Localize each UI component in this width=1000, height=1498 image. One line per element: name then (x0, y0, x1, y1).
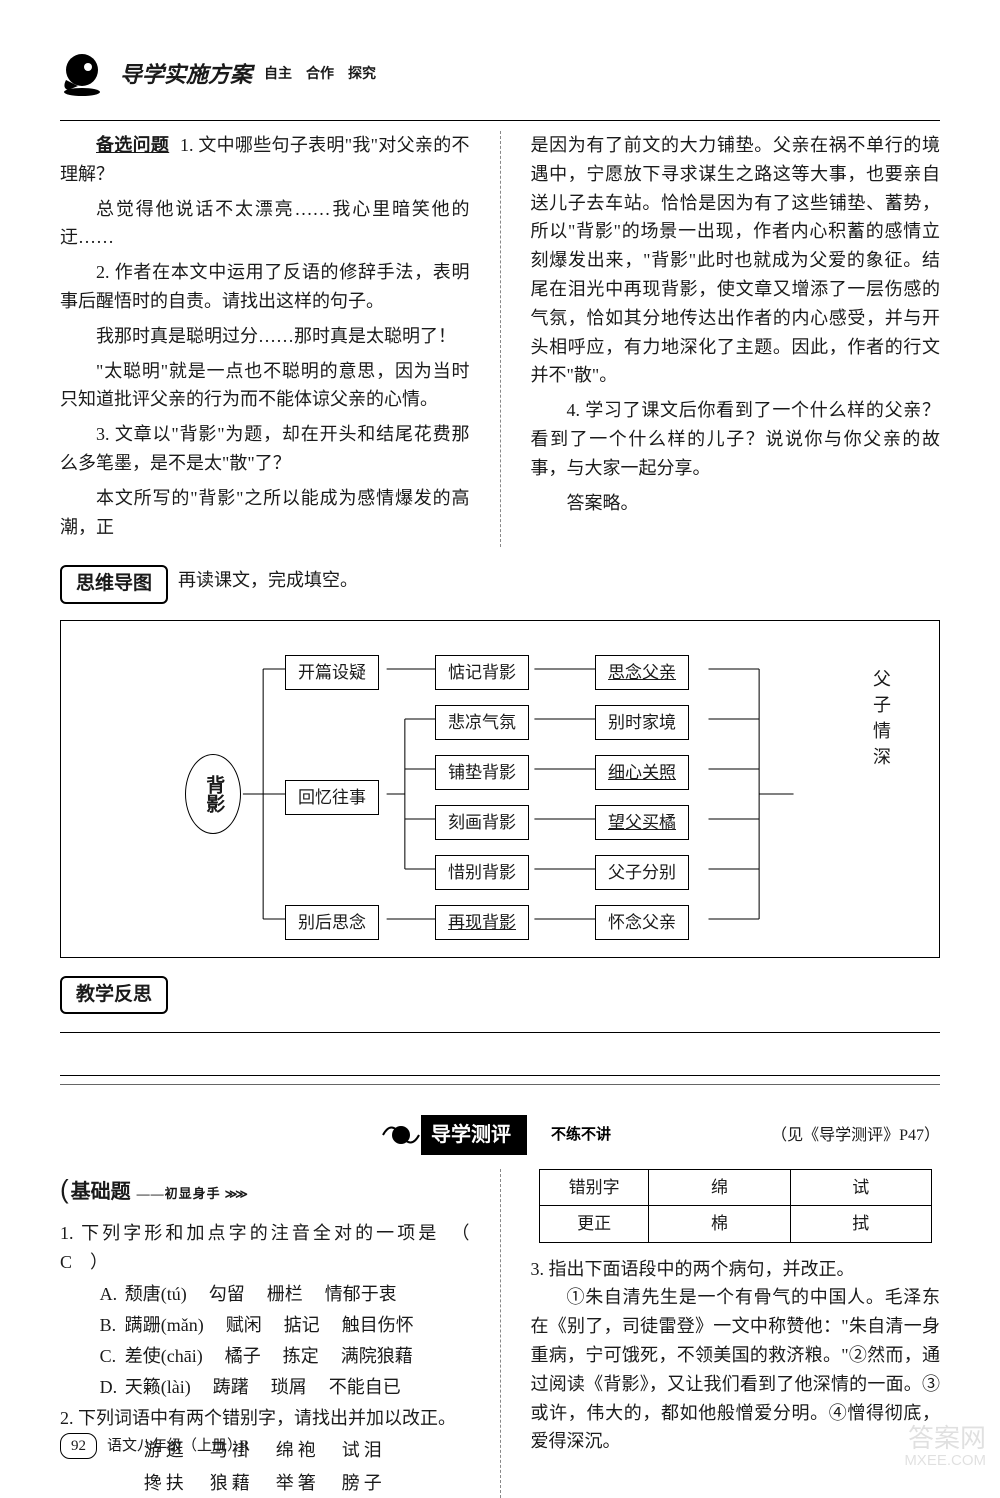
reflect-line-2 (60, 1075, 940, 1076)
mm-b1-m: 惦记背影 (435, 655, 529, 690)
mm-b3-l: 别后思念 (285, 905, 379, 940)
reflect-tag: 教学反思 (60, 976, 168, 1014)
mm-b2-r1-m: 铺垫背影 (435, 755, 529, 790)
page-footer: 92 语文八年级（上册）·R (60, 1433, 250, 1459)
mindmap-tag: 思维导图 (60, 565, 168, 603)
table-row: 更正棉拭 (539, 1206, 931, 1242)
mm-root: 背影 (185, 754, 241, 834)
mm-b2-r2-m: 刻画背影 (435, 805, 529, 840)
page-number: 92 (60, 1433, 97, 1459)
a3-cont: 是因为有了前文的大力铺垫。父亲在祸不单行的境遇中，宁愿放下寻求谋生之路这等大事，… (531, 131, 941, 390)
q2-stem: 2. 下列词语中有两个错别字，请找出并加以改正。 (60, 1404, 470, 1433)
banner-title: 导学测评 (421, 1115, 527, 1155)
q1-opt-d: D.天籁(lài)踌躇琐屑不能自已 (100, 1373, 470, 1402)
a2a: 我那时真是聪明过分……那时真是太聪明了！ (60, 322, 470, 351)
mm-b1-l: 开篇设疑 (285, 655, 379, 690)
footer-text: 语文八年级（上册）·R (107, 1434, 250, 1458)
a2b: "太聪明"就是一点也不聪明的意思，因为当时只知道批评父亲的行为而不能体谅父亲的心… (60, 357, 470, 415)
q1: 备选问题 1. 文中哪些句子表明"我"对父亲的不理解？ (60, 131, 470, 189)
a4: 答案略。 (531, 489, 941, 518)
column-divider (500, 131, 501, 547)
a1: 总觉得他说话不太漂亮……我心里暗笑他的迂…… (60, 195, 470, 253)
page-header: 导学实施方案 自主 合作 探究 (60, 50, 940, 100)
banner-deco-icon (381, 1118, 421, 1152)
lower-right: 错别字绵试 更正棉拭 3. 指出下面语段中的两个病句，并改正。 ①朱自清先生是一… (531, 1169, 941, 1498)
left-column: 备选问题 1. 文中哪些句子表明"我"对父亲的不理解？ 总觉得他说话不太漂亮……… (60, 131, 470, 547)
backup-q-label: 备选问题 (96, 135, 169, 155)
q1-opt-b: B.蹒跚(mǎn)赋闲掂记触目伤怀 (100, 1311, 470, 1340)
header-title: 导学实施方案 (120, 57, 252, 92)
q1-stem: 1. 下列字形和加点字的注音全对的一项是 （ C ） (60, 1219, 470, 1277)
mm-b2-r3-r: 父子分别 (595, 855, 689, 890)
reflect-line-1 (60, 1032, 940, 1033)
banner-ref: （见《导学测评》P47） (771, 1123, 940, 1149)
mm-b1-r: 思念父亲 (595, 655, 689, 690)
mm-b2-r0-r: 别时家境 (595, 705, 689, 740)
q2-line2: 搀扶 狼藉 举箸 膀子 (60, 1469, 470, 1498)
mindmap: 背影 开篇设疑 惦记背影 思念父亲 回忆往事 悲凉气氛 别时家境 铺垫背影 细心… (85, 639, 915, 939)
reflect-line-3 (60, 1084, 940, 1085)
mm-b2-l: 回忆往事 (285, 780, 379, 815)
q1-opt-c: C.差使(chāi)橘子拣定满院狼藉 (100, 1342, 470, 1371)
mm-b2-r1-r: 细心关照 (595, 755, 689, 790)
q3-passage: ①朱自清先生是一个有骨气的中国人。毛泽东在《别了，司徒雷登》一文中称赞他："朱自… (531, 1283, 941, 1456)
q2: 2. 作者在本文中运用了反语的修辞手法，表明事后醒悟时的自责。请找出这样的句子。 (60, 258, 470, 316)
basics-heading: 基础题 ——初显身手 ≫≫ (60, 1169, 246, 1211)
mm-side: 父子情深 (866, 669, 895, 773)
lower-divider (500, 1169, 501, 1498)
correction-table: 错别字绵试 更正棉拭 (539, 1169, 932, 1242)
right-column: 是因为有了前文的大力铺垫。父亲在祸不单行的境遇中，宁愿放下寻求谋生之路这等大事，… (531, 131, 941, 547)
banner-section: 导学测评 不练不讲 （见《导学测评》P47） (60, 1115, 940, 1155)
mm-b3-r: 怀念父亲 (595, 905, 689, 940)
mindmap-instruction: 再读课文，完成填空。 (178, 566, 358, 595)
q1-opt-a: A.颓唐(tú)勾留栅栏情郁于衷 (100, 1280, 470, 1309)
watermark: 答案网 MXEE.COM (904, 1424, 986, 1469)
mm-b3-m: 再现背影 (435, 905, 529, 940)
mm-b2-r0-m: 悲凉气氛 (435, 705, 529, 740)
banner-sub: 不练不讲 (543, 1121, 619, 1149)
arrow-deco-icon: ≫≫ (225, 1185, 246, 1204)
mm-b2-r2-r: 望父买橘 (595, 805, 689, 840)
q1-answer: C (60, 1252, 72, 1272)
q3: 3. 文章以"背影"为题，却在开头和结尾花费那么多笔墨，是不是太"散"了？ (60, 420, 470, 478)
header-subtitle: 自主 合作 探究 (264, 64, 376, 86)
mindmap-container: 背影 开篇设疑 惦记背影 思念父亲 回忆往事 悲凉气氛 别时家境 铺垫背影 细心… (60, 620, 940, 958)
mindmap-heading-row: 思维导图 再读课文，完成填空。 (60, 547, 940, 613)
q4: 4. 学习了课文后你看到了一个什么样的父亲？看到了一个什么样的儿子？说说你与你父… (531, 396, 941, 482)
top-columns: 备选问题 1. 文中哪些句子表明"我"对父亲的不理解？ 总觉得他说话不太漂亮……… (60, 120, 940, 547)
a3: 本文所写的"背影"之所以能成为感情爆发的高潮，正 (60, 484, 470, 542)
mm-b2-r3-m: 惜别背影 (435, 855, 529, 890)
table-row: 错别字绵试 (539, 1170, 931, 1206)
q3-stem: 3. 指出下面语段中的两个病句，并改正。 (531, 1255, 941, 1284)
logo-icon (60, 50, 110, 100)
